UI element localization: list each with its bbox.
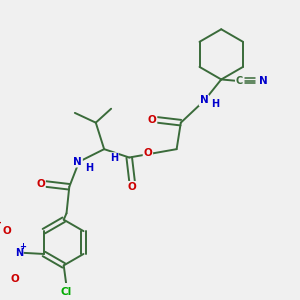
Text: O: O [10, 274, 19, 284]
Text: O: O [148, 115, 157, 125]
Text: C: C [236, 76, 243, 86]
Text: H: H [85, 163, 93, 173]
Text: H: H [211, 99, 219, 109]
Text: Cl: Cl [61, 287, 72, 298]
Text: N: N [200, 95, 208, 105]
Text: O: O [128, 182, 136, 192]
Text: -: - [0, 218, 1, 228]
Text: O: O [36, 179, 45, 189]
Text: H: H [110, 153, 118, 163]
Text: N: N [259, 76, 267, 86]
Text: N: N [73, 157, 82, 167]
Text: N: N [15, 248, 23, 258]
Text: O: O [2, 226, 11, 236]
Text: O: O [143, 148, 152, 158]
Text: +: + [20, 242, 26, 251]
